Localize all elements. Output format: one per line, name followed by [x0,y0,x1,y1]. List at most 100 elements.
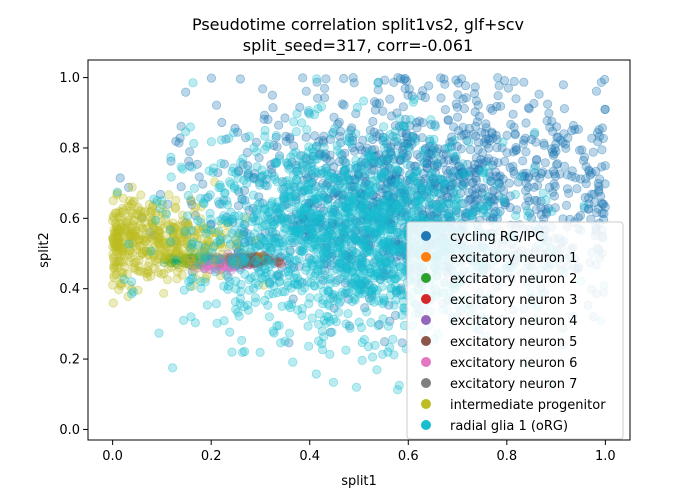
data-point [325,156,335,166]
data-point [212,237,222,247]
data-point [379,337,390,347]
data-point [561,143,571,153]
data-point [494,172,504,182]
data-point [319,93,330,103]
data-point [395,262,406,272]
data-point [316,169,326,179]
data-point [326,168,337,178]
data-point [579,201,589,211]
x-tick-label: 0.4 [299,449,320,464]
data-point [478,166,489,176]
data-point [259,242,269,252]
data-point [347,132,357,142]
data-point [396,251,406,261]
data-point [313,193,323,203]
data-point [245,235,255,245]
data-point [293,305,303,315]
data-point [315,218,325,228]
data-point [369,158,379,168]
data-point [298,160,308,170]
data-point [206,137,216,147]
data-point [573,124,584,134]
data-point [397,145,408,155]
data-point [173,238,183,248]
data-point [385,242,395,252]
data-point [425,136,435,146]
data-point [317,338,327,349]
data-point [390,126,400,136]
data-point [456,163,466,174]
data-point [214,199,225,209]
legend-label: excitatory neuron 3 [450,293,577,308]
legend-marker [421,252,431,262]
data-point [228,163,239,173]
data-point [298,73,308,83]
data-point [492,143,502,153]
data-point [369,156,379,166]
data-point [598,199,609,209]
data-point [182,211,193,221]
data-point [179,285,189,295]
y-tick-label: 0.8 [59,141,80,156]
data-point [302,163,312,173]
data-point [295,221,305,231]
data-point [265,242,275,252]
data-point [238,159,248,169]
data-point [206,73,216,83]
data-point [380,167,390,177]
data-point [530,161,541,171]
data-point [580,192,590,203]
data-point [281,131,291,141]
data-point [370,145,380,155]
data-point [193,215,203,225]
data-point [562,170,572,180]
data-point [480,191,491,201]
data-point [563,133,573,143]
data-point [524,104,534,114]
data-point [593,178,603,189]
data-point [344,252,354,263]
data-point [410,133,421,143]
data-point [537,167,548,177]
data-point [363,161,373,171]
data-point [325,349,335,359]
data-point [203,192,213,202]
data-point [435,73,446,83]
data-point [309,195,319,205]
data-point [301,86,311,96]
data-point [508,161,518,171]
data-point [234,242,244,252]
data-point [185,147,195,157]
data-point [447,137,457,147]
data-point [109,213,119,223]
data-point [418,145,428,155]
data-point [341,345,351,355]
data-point [327,327,337,337]
data-point [254,153,264,163]
data-point [453,78,463,88]
data-point [344,128,354,138]
data-point [377,282,387,292]
data-point [351,226,361,236]
data-point [314,150,324,160]
data-point [352,287,362,297]
data-point [305,109,315,119]
data-point [273,233,283,243]
data-point [418,168,429,179]
data-point [267,168,277,178]
data-point [485,172,495,182]
data-point [326,294,336,304]
data-point [380,255,390,265]
data-point [385,342,395,352]
data-point [600,161,610,171]
data-point [306,161,316,171]
data-point [361,307,372,317]
legend-marker [421,294,431,304]
data-point [329,205,339,216]
data-point [284,203,294,213]
data-point [163,199,173,209]
data-point [332,275,342,285]
data-point [385,290,396,300]
data-point [244,131,254,141]
data-point [368,283,378,293]
